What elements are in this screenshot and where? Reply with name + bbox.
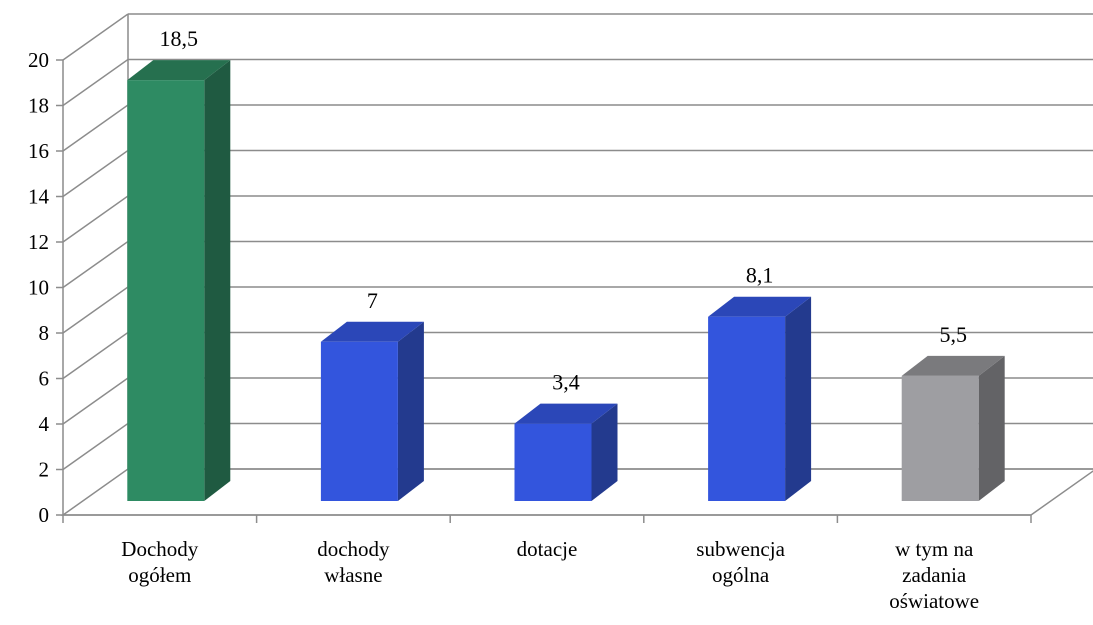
x-tick-label-line: subwencja — [696, 537, 785, 561]
bar-side — [591, 403, 618, 501]
gridline-side — [62, 104, 129, 152]
gridline-side — [62, 331, 129, 380]
bar-top — [514, 403, 618, 424]
bar-front — [514, 423, 592, 501]
x-tick-label: dotacje — [517, 537, 578, 561]
data-label: 7 — [367, 288, 378, 313]
x-tick-label-line: zadania — [902, 563, 967, 587]
data-labels: 18,5 7 3,4 8,1 5,5 — [160, 26, 967, 395]
bar-front — [708, 316, 786, 501]
bar-side — [785, 296, 812, 501]
bar-front — [127, 80, 205, 501]
bar — [320, 321, 424, 501]
gridline-side — [62, 240, 129, 289]
x-tick-label: Dochody ogółem — [121, 537, 198, 587]
y-tick-label: 18 — [28, 94, 49, 118]
y-tick-label: 6 — [39, 367, 50, 391]
data-label: 3,4 — [552, 370, 580, 395]
bar-top — [901, 355, 1005, 376]
x-tick-labels: Dochody ogółem dochody własne dotacje subwenc… — [121, 537, 979, 613]
y-tick-label: 16 — [28, 139, 49, 163]
bars — [127, 60, 1005, 501]
x-tick-label-line: dochody — [317, 537, 390, 561]
gridline-side — [62, 377, 129, 425]
y-tick-label: 14 — [28, 185, 50, 209]
gridline-side — [62, 149, 129, 198]
gridline-side — [62, 195, 129, 243]
x-tick-label-line: dotacje — [517, 537, 578, 561]
x-tick-label-line: ogólna — [712, 563, 770, 587]
bar-side — [204, 60, 231, 501]
y-tick-label: 20 — [28, 48, 49, 72]
x-tick-label: w tym na zadania oświatowe — [889, 537, 979, 613]
data-label: 8,1 — [746, 263, 774, 288]
y-tick-label: 2 — [39, 458, 50, 482]
bar-side — [397, 321, 424, 501]
bar — [708, 296, 812, 501]
bar — [514, 403, 618, 501]
x-tick-label-line: Dochody — [121, 537, 198, 561]
axes — [56, 59, 1032, 523]
gridline-side — [62, 422, 129, 471]
gridline-side — [62, 286, 129, 334]
bar-front — [320, 341, 398, 501]
y-tick-label: 8 — [39, 321, 50, 345]
bar — [901, 355, 1005, 501]
x-tick-label-line: oświatowe — [889, 589, 979, 613]
y-tick-label: 4 — [39, 412, 50, 436]
x-tick-label: dochody własne — [317, 537, 390, 587]
bar-side — [978, 355, 1005, 501]
data-label: 18,5 — [160, 26, 199, 51]
x-tick-label-line: ogółem — [128, 563, 191, 587]
y-tick-label: 0 — [39, 503, 50, 527]
bar-front — [901, 375, 979, 501]
y-tick-label: 12 — [28, 230, 49, 254]
y-tick-label: 10 — [28, 276, 49, 300]
x-tick-label-line: w tym na — [895, 537, 974, 561]
x-tick-label-line: własne — [324, 563, 382, 587]
data-label: 5,5 — [939, 322, 967, 347]
bar-top — [320, 321, 424, 342]
bar-top — [127, 60, 231, 81]
x-tick-label: subwencja ogólna — [696, 537, 785, 587]
bar-top — [708, 296, 812, 317]
gridline-side — [62, 13, 129, 61]
y-tick-labels: 0 2 4 6 8 10 12 14 16 18 20 — [28, 48, 50, 527]
gridline-side — [62, 58, 129, 107]
bar — [127, 60, 231, 501]
